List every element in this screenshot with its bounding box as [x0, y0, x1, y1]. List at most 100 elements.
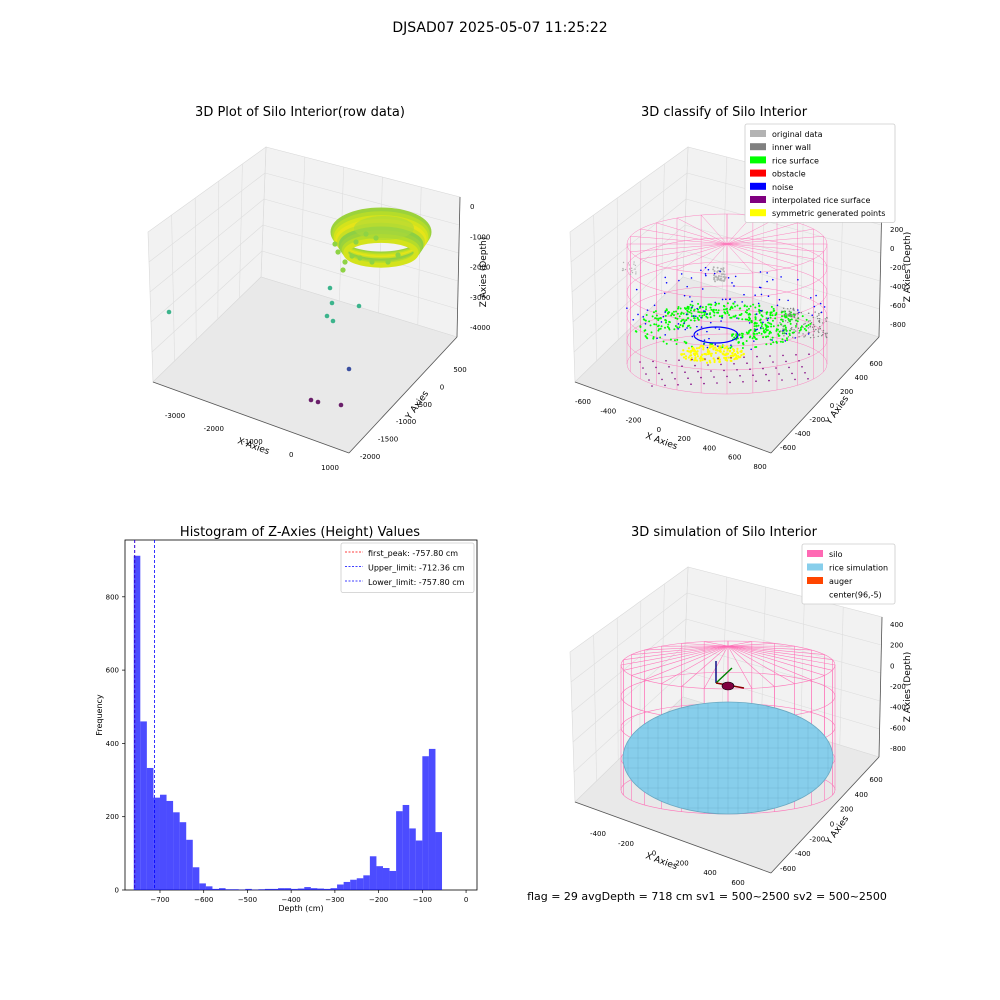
- symmetric-point: [699, 344, 703, 348]
- legend-frame: [744, 123, 896, 223]
- rice-surface-point: [667, 312, 670, 315]
- symmetric-point: [726, 349, 729, 352]
- rice-surface-point: [789, 329, 792, 332]
- noise-point: [664, 311, 667, 313]
- silo-roof-strut: [676, 217, 728, 245]
- noise-point: [626, 307, 628, 309]
- original-point: [713, 270, 716, 273]
- z-tick-label: 200: [890, 226, 903, 234]
- panel-classify-3d: 3D classify of Silo Interior -600 -400 -20…: [569, 105, 913, 471]
- gridline: [661, 163, 665, 299]
- silo-roof-strut: [727, 645, 812, 681]
- symmetric-point: [728, 350, 731, 353]
- rice-surface-point: [689, 326, 692, 329]
- outlier-point: [329, 300, 335, 306]
- original-point: [716, 266, 719, 269]
- silo-roof-strut: [727, 643, 775, 647]
- rice-surface-point: [686, 306, 689, 309]
- rice-surface-point: [755, 338, 758, 341]
- rice-surface-point: [659, 336, 662, 339]
- rice-surface-point: [672, 314, 675, 317]
- legend-entry: Lower_limit: -757.80 cm: [368, 578, 465, 587]
- y-tick-label: 200: [840, 388, 853, 396]
- inner-wall-point: [803, 336, 805, 338]
- x-tick-label: -2000: [204, 425, 224, 433]
- rice-simulation: [620, 640, 836, 815]
- silo-roof-strut: [727, 645, 753, 689]
- rice-surface-point: [755, 345, 758, 348]
- y-tick-label: -200: [809, 416, 825, 424]
- inner-wall-point: [790, 327, 792, 330]
- rice-point: [340, 267, 346, 273]
- inner-wall-point: [783, 314, 785, 316]
- interpolated-point: [678, 359, 680, 362]
- rice-surface-point: [766, 311, 769, 314]
- symmetric-point: [706, 348, 710, 351]
- y-tick-label: -200: [809, 835, 825, 843]
- x-tick-label: −300: [325, 896, 344, 904]
- inner-wall-point: [825, 320, 828, 322]
- interpolated-point: [743, 356, 745, 359]
- interpolated-point: [713, 376, 715, 378]
- noise-point: [644, 322, 647, 325]
- gridline: [683, 250, 880, 310]
- legend-entry: original data: [772, 130, 823, 139]
- histogram-bar: [153, 797, 160, 890]
- interpolated-point: [765, 373, 767, 376]
- rice-surface-point: [754, 316, 757, 319]
- rice-surface-point: [775, 328, 778, 331]
- symmetric-point: [680, 353, 683, 356]
- rice-surface-point: [718, 315, 721, 318]
- rice-surface-point: [725, 308, 728, 311]
- noise-point: [725, 298, 727, 301]
- gridline: [299, 156, 306, 290]
- inner-wall-point: [789, 315, 792, 317]
- gridline: [721, 156, 728, 290]
- gridline: [150, 224, 264, 323]
- rice-surface-point: [646, 333, 649, 336]
- interpolated-point: [775, 367, 777, 369]
- rice-surface-point: [750, 321, 753, 324]
- inner-wall-point: [812, 316, 814, 319]
- symmetric-point: [727, 356, 730, 359]
- interpolated-point: [726, 375, 728, 378]
- rice-surface-point: [715, 309, 718, 312]
- rice-surface-point: [659, 327, 662, 330]
- inner-wall-point: [782, 307, 785, 309]
- inner-wall-point: [817, 335, 819, 338]
- panel-title: 3D Plot of Silo Interior(row data): [195, 105, 405, 120]
- rice-surface-point: [801, 315, 804, 318]
- rice-point: [373, 235, 379, 241]
- z-tick-label: -200: [890, 683, 906, 691]
- silo-roof-strut: [726, 228, 814, 245]
- x-tick-label: -200: [618, 840, 634, 848]
- silo-roof-strut: [623, 645, 729, 671]
- noise-point: [653, 304, 656, 307]
- noise-point: [717, 345, 719, 347]
- noise-point: [760, 293, 763, 296]
- noise-point: [811, 314, 813, 316]
- rice-surface-point: [785, 329, 788, 332]
- panel-title: Histogram of Z-Axies (Height) Values: [180, 525, 420, 540]
- histogram-bar: [297, 888, 305, 890]
- rice-surface-point: [664, 314, 667, 317]
- rice-surface-point: [678, 315, 681, 318]
- rice-surface-point: [648, 320, 651, 323]
- original-point: [714, 280, 717, 283]
- rice-surface-point: [773, 309, 776, 312]
- inner-wall-point: [792, 336, 794, 338]
- rice-surface-point: [775, 329, 778, 332]
- gridline: [570, 592, 688, 683]
- rice-surface-point: [769, 314, 772, 317]
- inner-wall-point: [784, 320, 787, 322]
- inner-wall-point: [797, 317, 800, 319]
- rice-surface-point: [682, 312, 685, 315]
- symmetric-point: [699, 357, 702, 360]
- panel-histogram: Histogram of Z-Axies (Height) Values −70…: [95, 525, 478, 913]
- rice-surface-point: [781, 320, 784, 323]
- rice-surface-point: [747, 319, 750, 322]
- noise-point: [721, 317, 723, 319]
- interpolated-point: [807, 378, 809, 380]
- noise-point: [665, 281, 668, 284]
- interpolated-point: [720, 363, 722, 366]
